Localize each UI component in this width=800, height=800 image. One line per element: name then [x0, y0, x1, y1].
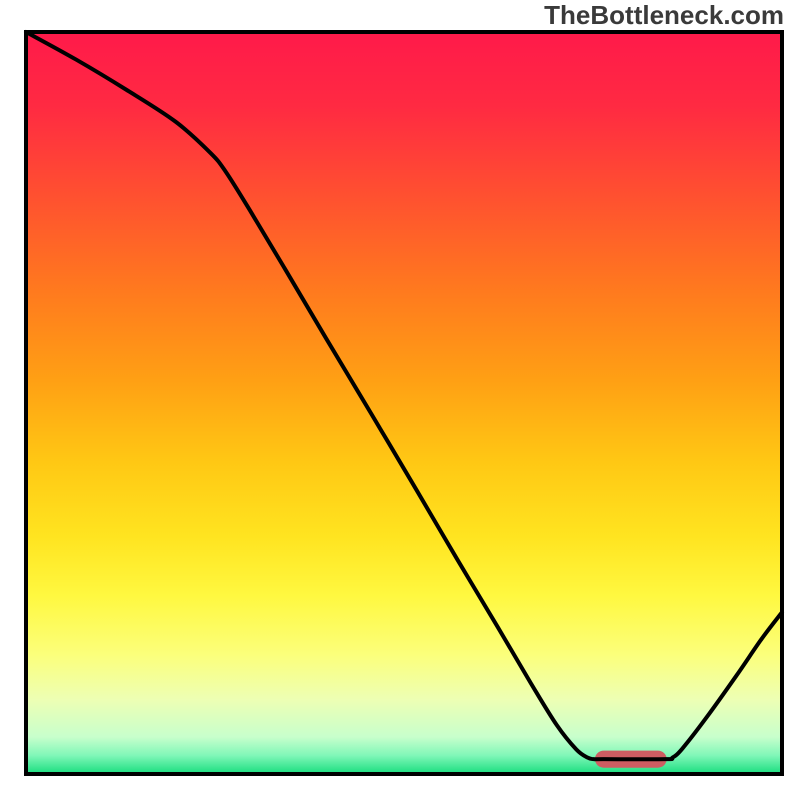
- chart-canvas: TheBottleneck.com: [0, 0, 800, 800]
- gradient-background: [26, 32, 782, 774]
- watermark-text: TheBottleneck.com: [544, 0, 784, 30]
